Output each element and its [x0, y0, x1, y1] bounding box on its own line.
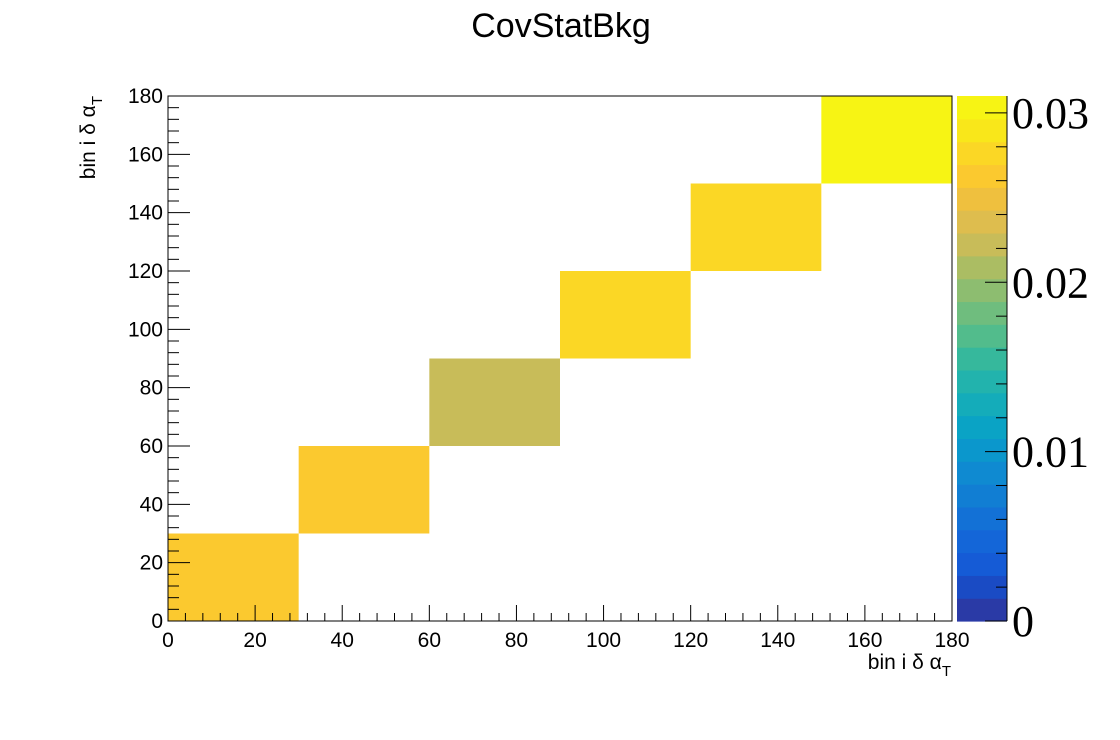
x-axis-label-subscript: T — [942, 663, 951, 680]
heatmap-cell — [560, 271, 691, 359]
y-tick-label: 20 — [140, 552, 163, 575]
z-tick-label: 0.03 — [1012, 89, 1089, 138]
color-scale-swatch — [957, 461, 1007, 485]
heatmap-cell — [298, 446, 430, 534]
x-tick-label: 80 — [505, 629, 528, 652]
y-tick-label: 180 — [128, 85, 163, 108]
x-tick-label: 180 — [934, 629, 969, 652]
color-scale-swatch — [957, 484, 1007, 508]
x-axis-ticks: 0 20 40 60 80 100 120 140 160 180 — [162, 605, 970, 652]
color-scale-swatch — [957, 187, 1007, 211]
color-scale-swatch — [957, 506, 1007, 531]
heatmap-cell — [429, 358, 560, 446]
color-scale-swatch — [957, 552, 1007, 576]
plot-frame — [167, 95, 953, 622]
color-scale-ticks: 0 0.01 0.02 0.03 — [985, 89, 1089, 646]
x-axis-label-text: bin i δ α — [868, 651, 942, 674]
y-tick-label: 40 — [140, 493, 163, 516]
y-tick-label: 160 — [128, 143, 163, 166]
x-tick-label: 120 — [673, 629, 708, 652]
chart-title: CovStatBkg — [471, 7, 651, 45]
y-tick-label: 0 — [151, 610, 163, 633]
x-tick-label: 20 — [243, 629, 266, 652]
color-scale-swatch — [957, 347, 1007, 371]
y-tick-label: 120 — [128, 260, 163, 283]
color-scale-swatch — [957, 210, 1007, 234]
color-scale-swatch — [957, 141, 1007, 166]
color-scale-swatch — [957, 301, 1007, 325]
x-axis-label: bin i δ αT — [868, 651, 951, 680]
color-scale-swatch — [957, 529, 1007, 554]
x-tick-label: 40 — [331, 629, 354, 652]
y-tick-label: 140 — [128, 202, 163, 225]
color-scale-swatch — [957, 438, 1007, 462]
color-scale-swatch — [957, 369, 1007, 394]
y-axis-label-subscript: T — [89, 96, 106, 105]
color-scale-bar — [957, 96, 1007, 622]
color-scale-swatch — [957, 415, 1007, 439]
color-scale-swatch — [957, 255, 1007, 280]
color-scale-swatch — [957, 575, 1007, 599]
color-scale-swatch — [957, 232, 1007, 257]
heatmap-cell — [690, 183, 822, 271]
heatmap-cell — [168, 533, 299, 621]
heatmap-cells — [168, 96, 952, 621]
x-tick-label: 160 — [847, 629, 882, 652]
y-tick-label: 60 — [140, 435, 163, 458]
z-tick-label: 0.02 — [1012, 258, 1089, 307]
color-scale-swatch — [957, 164, 1007, 188]
z-tick-label: 0 — [1012, 597, 1034, 646]
z-tick-label: 0.01 — [1012, 428, 1089, 477]
x-tick-label: 60 — [418, 629, 441, 652]
color-scale-swatch — [957, 96, 1007, 120]
x-tick-label: 100 — [586, 629, 621, 652]
y-tick-label: 80 — [140, 377, 163, 400]
color-scale-swatch — [957, 118, 1007, 143]
color-scale-swatch — [957, 392, 1007, 417]
y-tick-label: 100 — [128, 318, 163, 341]
color-scale-swatch — [957, 278, 1007, 303]
y-axis-label: bin i δ αT — [77, 96, 106, 179]
x-tick-label: 0 — [162, 629, 174, 652]
color-scale-swatch — [957, 324, 1007, 348]
y-axis-label-text: bin i δ α — [77, 105, 100, 179]
x-tick-label: 140 — [760, 629, 795, 652]
color-scale-swatch — [957, 598, 1007, 622]
heatmap-cell — [821, 96, 952, 184]
y-axis-ticks: 0 20 40 60 80 100 120 140 160 180 — [128, 85, 190, 633]
